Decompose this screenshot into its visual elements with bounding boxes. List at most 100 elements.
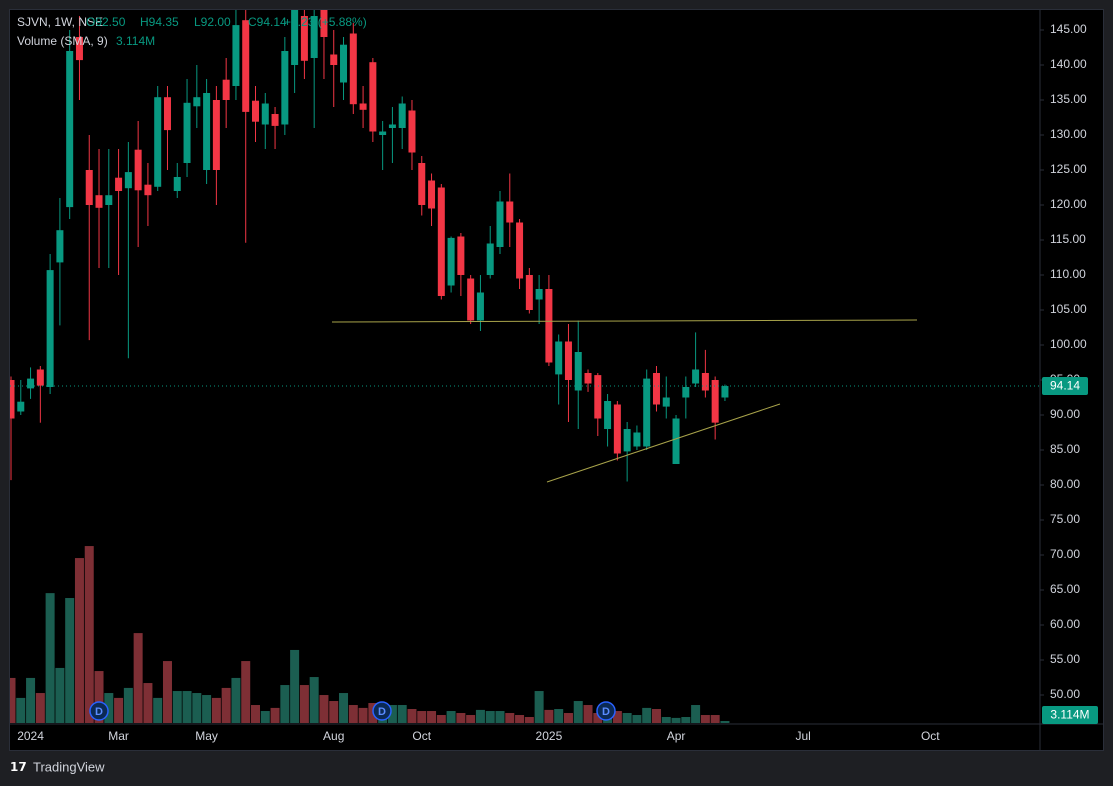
brand-logo: 𝟭𝟳: [10, 760, 27, 774]
volume-bar: [456, 713, 466, 723]
candle-body: [701, 373, 709, 391]
y-tick-label: 105.00: [1050, 302, 1087, 316]
candle-body: [193, 97, 201, 107]
y-tick-label: 115.00: [1050, 232, 1086, 246]
candle-body: [682, 387, 690, 398]
candle-body: [66, 51, 74, 208]
volume-bar: [466, 715, 476, 723]
volume-bar: [612, 711, 622, 723]
volume-bar: [172, 691, 182, 723]
volume-bar: [84, 546, 94, 723]
candle-body: [349, 33, 357, 105]
candle-body: [252, 100, 259, 122]
candle-body: [291, 10, 299, 65]
volume-bar: [632, 715, 642, 723]
support-trendline: [546, 403, 781, 483]
volume-bar: [65, 598, 75, 723]
volume-bar: [485, 711, 495, 723]
x-tick-label: Mar: [108, 729, 129, 743]
y-tick-label: 140.00: [1050, 57, 1087, 71]
dividend-icon[interactable]: [89, 701, 109, 721]
chart-panel: [9, 9, 1104, 751]
candle-body: [134, 149, 142, 191]
candle-body: [613, 404, 621, 454]
candle-body: [300, 16, 308, 61]
y-tick-label: 60.00: [1050, 617, 1080, 631]
dividend-icon[interactable]: [372, 701, 392, 721]
candle-body: [369, 62, 377, 132]
volume-bar: [554, 709, 564, 723]
x-tick-label: Oct: [921, 729, 940, 743]
candle-body: [535, 289, 543, 300]
volume-bar: [475, 709, 485, 723]
x-tick-label: Oct: [412, 729, 431, 743]
candle-body: [17, 401, 25, 412]
candle-body: [85, 170, 93, 205]
x-tick-label: 2024: [17, 729, 44, 743]
header-legend: SJVN, 1W, NSE O92.50 H94.35 L92.00 C94.1…: [17, 15, 367, 48]
horizontal-trendline: [331, 319, 918, 323]
volume-bar: [123, 687, 133, 723]
candle-body: [310, 16, 318, 58]
volume-bar: [251, 705, 260, 723]
y-tick-label: 145.00: [1050, 22, 1087, 36]
candle-body: [496, 201, 504, 247]
volume-label-box: [1042, 706, 1098, 724]
volume-bar: [534, 691, 544, 723]
x-tick-label: Aug: [323, 729, 344, 743]
volume-bar: [427, 711, 437, 723]
candle-body: [467, 278, 475, 321]
y-tick-label: 110.00: [1050, 267, 1086, 281]
volume-title: Volume (SMA, 9): [17, 34, 108, 48]
volume-bar: [720, 721, 730, 723]
volume-bar: [524, 717, 534, 723]
volume-axis-label: 3.114M: [1042, 706, 1098, 724]
candle-body: [398, 103, 406, 128]
candle-body: [10, 380, 15, 419]
volume-bar: [495, 711, 505, 723]
volume-bar: [387, 705, 397, 723]
y-tick-label: 55.00: [1050, 652, 1080, 666]
last-price-label: 94.14: [1050, 379, 1080, 393]
candle-body: [574, 352, 582, 391]
x-tick-label: 2025: [536, 729, 563, 743]
y-tick-label: 50.00: [1050, 687, 1080, 701]
candle-body: [662, 397, 670, 407]
dividend-text: D: [602, 706, 610, 718]
volume-bar: [94, 671, 104, 723]
volume-bar: [45, 593, 55, 723]
x-tick-label: May: [195, 729, 218, 743]
candle-body: [203, 93, 211, 170]
volume-bar: [681, 717, 691, 723]
open-label: O92.50: [86, 15, 126, 29]
candle-body: [75, 37, 83, 61]
volume-bar: [407, 709, 417, 723]
candle-body: [604, 401, 612, 429]
high-label: H94.35: [140, 15, 179, 29]
volume-bar: [211, 697, 221, 723]
candle-body: [261, 103, 269, 125]
candle-body: [144, 184, 152, 196]
volume-bar: [661, 717, 671, 723]
y-tick-label: 70.00: [1050, 547, 1080, 561]
y-tick-label: 85.00: [1050, 442, 1080, 456]
volume-bar: [74, 558, 84, 723]
candle-body: [232, 25, 240, 87]
volume-bar: [133, 633, 143, 723]
candle-body: [27, 378, 35, 389]
candle-body: [525, 275, 533, 310]
volume-bar: [358, 707, 368, 723]
volume-bar: [339, 693, 349, 723]
candle-body: [692, 369, 700, 384]
last-price-box: [1042, 377, 1088, 396]
dividend-icon[interactable]: [596, 701, 616, 721]
dividend-markers: D D D: [89, 701, 616, 721]
volume-bar: [182, 691, 192, 723]
volume-bar: [563, 713, 573, 723]
volume-bar: [436, 715, 446, 723]
candle-body: [652, 373, 660, 405]
volume-bar: [319, 695, 329, 723]
y-tick-label: 120.00: [1050, 197, 1087, 211]
y-tick-label: 135.00: [1050, 92, 1087, 106]
